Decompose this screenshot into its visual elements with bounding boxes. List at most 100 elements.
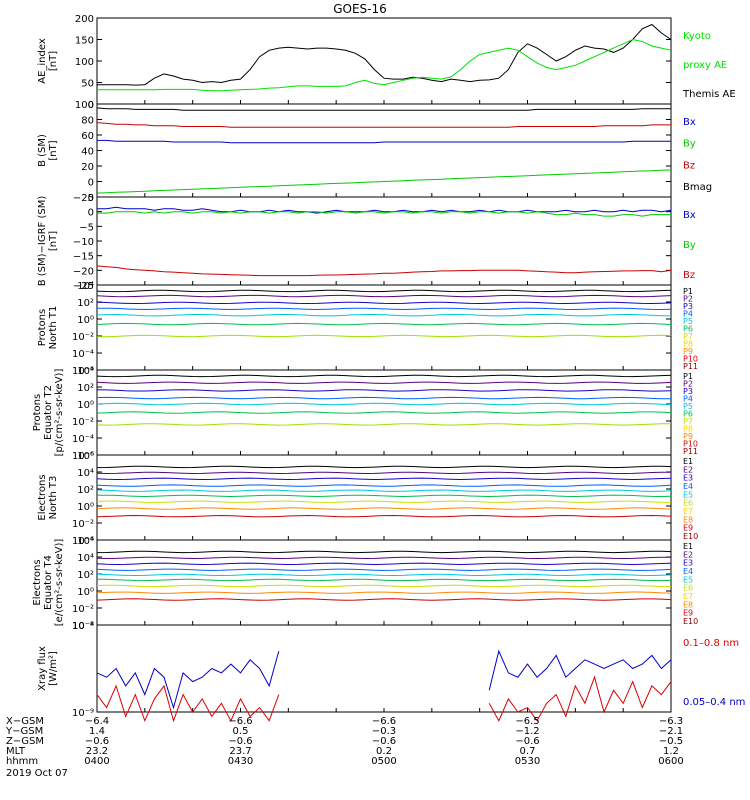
y-axis-label: AE_index [37, 38, 48, 84]
series-label: P2 [683, 295, 693, 304]
y-tick-label: 10⁻⁹ [72, 708, 94, 719]
series-label: E3 [683, 559, 693, 568]
series-label: P4 [683, 310, 693, 319]
y-axis-label: [nT] [48, 231, 59, 251]
footer-value: 0500 [371, 756, 396, 767]
footer-value: 0400 [84, 756, 109, 767]
series-line-By [97, 211, 671, 217]
footer-value: −0.3 [372, 726, 396, 737]
footer-value: 0.5 [233, 726, 249, 737]
series-line-P5 [96, 313, 672, 317]
series-label: E4 [683, 567, 693, 576]
series-line-E8 [96, 507, 672, 510]
footer-value: −6.3 [659, 716, 683, 727]
y-tick-label: 10⁰ [77, 315, 94, 326]
y-tick-label: 10⁻⁸ [72, 621, 94, 632]
footer-value: −6.6 [372, 716, 396, 727]
series-line-Kyoto proxy AE [97, 38, 672, 92]
series-line-P3 [96, 301, 672, 305]
series-label: E7 [683, 592, 693, 601]
footer-value: 0600 [658, 756, 683, 767]
y-tick-label: 10⁻² [72, 519, 94, 530]
series-label: P4 [683, 395, 693, 404]
series-label: P8 [683, 340, 693, 349]
series-line-P6 [96, 322, 672, 326]
series-label: Bz [683, 270, 695, 281]
series-line-E2 [96, 471, 671, 475]
series-label: E5 [683, 490, 693, 499]
y-tick-label: 10⁴ [77, 281, 94, 292]
series-label: E10 [683, 617, 698, 626]
series-line-P7 [96, 423, 671, 426]
series-label: Bmag [683, 182, 712, 193]
series-line-Bmag [96, 107, 671, 111]
y-tick-label: 100 [75, 57, 94, 68]
panel-3: −25 −20 −15 −10 −5 0 5 B (SM)−IGRF (SM) [nT] Bx By… [37, 193, 696, 292]
y-tick-label: 10⁻⁴ [72, 536, 94, 547]
y-tick-label: 10⁶ [77, 451, 94, 462]
footer-value: −2.1 [659, 726, 683, 737]
series-line-E5 [96, 489, 672, 492]
series-line-0.05–0.4 nm [488, 649, 672, 691]
series-label: E10 [683, 532, 698, 541]
series-line-P2 [96, 294, 672, 298]
y-tick-label: 10⁻⁶ [72, 451, 94, 462]
series-line-E7 [96, 500, 672, 503]
series-label: P1 [683, 372, 693, 381]
y-tick-label: 0 [88, 178, 94, 189]
panel-5: 10⁻⁶ 10⁻⁴ 10⁻² 10⁰ 10² 10⁴ Protons Equator T2 [p… [32, 366, 698, 462]
footer-value: 1.4 [89, 726, 105, 737]
series-line-E6 [97, 578, 672, 582]
y-tick-label: 40 [81, 147, 94, 158]
footer-value: 0.7 [520, 746, 536, 757]
y-axis-label: Protons [37, 309, 48, 346]
series-line-E9 [96, 514, 672, 518]
series-line-P7 [96, 334, 672, 338]
series-label: P10 [683, 355, 698, 364]
footer-value: −6.5 [515, 716, 539, 727]
series-line-Themis AE [97, 23, 672, 86]
series-line-P2 [96, 381, 672, 384]
series-label: P5 [683, 317, 693, 326]
panel-frame [96, 284, 672, 371]
series-label: E9 [683, 524, 693, 533]
footer-row-label: MLT [6, 746, 26, 757]
series-line-P6 [96, 411, 672, 414]
y-axis-label: [p/(cm²-s-sr-keV)] [54, 369, 65, 457]
series-label: E1 [683, 542, 693, 551]
series-line-Bx [97, 139, 671, 144]
series-line-E1 [96, 550, 672, 554]
series-line-E5 [96, 573, 672, 577]
y-tick-label: 10⁴ [77, 553, 94, 564]
series-label: proxy AE [683, 60, 727, 71]
y-tick-label: 10² [77, 298, 94, 309]
series-label: E3 [683, 474, 693, 483]
y-tick-label: −25 [73, 281, 94, 292]
footer-value: 0.2 [376, 746, 392, 757]
footer-value: −1.2 [515, 726, 539, 737]
footer-value: −0.6 [515, 736, 539, 747]
series-line-E3 [96, 477, 672, 481]
series-label: P11 [683, 447, 698, 456]
footer-row-label: Y−GSM [5, 726, 43, 737]
series-label: E2 [683, 465, 693, 474]
series-label: P3 [683, 302, 693, 311]
footer-value: −6.4 [85, 716, 109, 727]
plot-title: GOES-16 [333, 2, 387, 16]
y-axis-label: [nT] [48, 51, 59, 71]
footer-row-label: Z−GSM [6, 736, 44, 747]
series-label: 0.1–0.8 nm [683, 638, 739, 649]
panel-4: 10⁻⁶ 10⁻⁴ 10⁻² 10⁰ 10² 10⁴ Protons North T1 P1P2… [37, 281, 698, 377]
y-axis-label: Equator T4 [43, 555, 54, 610]
y-tick-label: −5 [79, 222, 94, 233]
series-label: P9 [683, 347, 693, 356]
panel-7: 10⁻⁴ 10⁻² 10⁰ 10² 10⁴ 10⁶ Electrons Equator T4[… [32, 536, 698, 632]
y-tick-label: 10⁻⁴ [72, 349, 94, 360]
y-tick-label: −10 [73, 237, 94, 248]
y-tick-label: 10⁴ [77, 366, 94, 377]
series-label: E9 [683, 609, 693, 618]
series-line-P1 [96, 374, 672, 378]
series-label: P6 [683, 410, 693, 419]
y-tick-label: 10⁰ [77, 587, 94, 598]
